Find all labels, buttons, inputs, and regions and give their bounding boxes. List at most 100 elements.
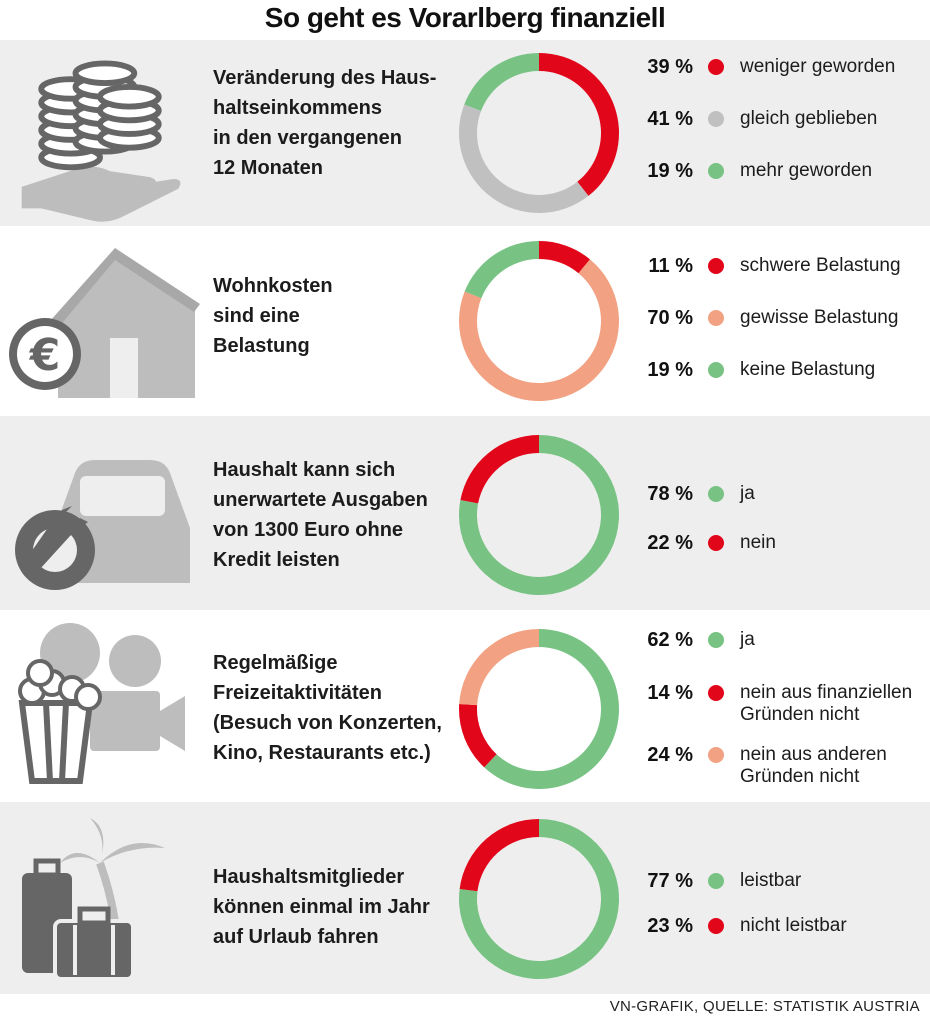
data-label-percent: 70 %: [647, 307, 693, 329]
legend-label: gleich geblieben: [740, 108, 878, 129]
question-line: Haushalt kann sich: [213, 459, 396, 481]
question-line: Kredit leisten: [213, 549, 340, 571]
donut-chart: [459, 819, 619, 979]
legend-label: schwere Belastung: [740, 255, 901, 276]
data-label-percent: 22 %: [647, 532, 693, 554]
legend-item: 62 % ja: [630, 625, 930, 655]
question-line: können einmal im Jahr: [213, 896, 430, 918]
donut-slice-2: [464, 53, 539, 111]
legend-label: gewisse Belastung: [740, 307, 899, 328]
legend-item: 39 % weniger geworden: [630, 52, 930, 82]
legend-label: ja: [740, 483, 755, 504]
coins-hand-icon: [21, 60, 181, 222]
legend-dot: [708, 632, 724, 648]
donut-slice-0: [539, 241, 590, 274]
legend-label: ja: [740, 629, 755, 650]
question-line: (Besuch von Konzerten,: [213, 712, 442, 734]
legend-dot: [708, 362, 724, 378]
question-line: Regelmäßige: [213, 652, 338, 674]
legend-dot: [708, 918, 724, 934]
data-label-percent: 78 %: [647, 483, 693, 505]
legend-label-line: nein aus finanziellen: [740, 682, 913, 703]
legend-item: 19 % mehr geworden: [630, 156, 930, 186]
chart-row-2: € Wohnkosten sind eine Belastung 11 % schwere…: [0, 226, 930, 416]
legend-item: 22 % nein: [630, 528, 930, 558]
data-label-percent: 11 %: [648, 255, 693, 277]
legend-dot: [708, 310, 724, 326]
legend-dot: [708, 59, 724, 75]
legend-item: 78 % ja: [630, 479, 930, 509]
donut-slice-1: [459, 819, 539, 892]
data-label-percent: 62 %: [647, 629, 693, 651]
chart-row-3: Haushalt kann sich unerwartete Ausgaben vo…: [0, 416, 930, 610]
question-line: Freizeitaktivitäten: [213, 682, 382, 704]
question-line: haltseinkommens: [213, 97, 382, 119]
question-line: Veränderung des Haus-: [213, 67, 437, 89]
donut-slice-1: [459, 259, 619, 402]
legend-label: keine Belastung: [740, 359, 876, 380]
data-label-percent: 23 %: [647, 915, 693, 937]
donut-slice-1: [459, 104, 589, 213]
legend-dot: [708, 163, 724, 179]
source-note: VN-GRAFIK, QUELLE: STATISTIK AUSTRIA: [609, 998, 920, 1015]
question-line: in den vergangenen: [213, 127, 402, 149]
legend-dot: [708, 486, 724, 502]
legend-label-line: nein aus anderen: [740, 744, 887, 765]
legend-dot: [708, 535, 724, 551]
chart-row-1: Veränderung des Haus-haltseinkommens in d…: [0, 40, 930, 226]
chart-question: Haushaltsmitglieder können einmal im Jahr…: [213, 862, 430, 952]
svg-text:€: €: [29, 330, 61, 381]
legend-label: nicht leistbar: [740, 915, 847, 936]
infographic-title: So geht es Vorarlberg finanziell: [264, 2, 666, 33]
data-label-percent: 19 %: [647, 359, 693, 381]
donut-slice-1: [460, 435, 539, 504]
legend-dot: [708, 258, 724, 274]
popcorn-camera-icon: [18, 623, 185, 784]
chart-row-4: Regelmäßige Freizeitaktivitäten (Besuch vo…: [0, 610, 930, 802]
legend-label-line: Gründen nicht: [740, 766, 860, 787]
donut-chart: [459, 241, 619, 402]
legend-label: nein aus finanziellen Gründen nicht: [740, 682, 912, 726]
question-line: unerwartete Ausgaben: [213, 489, 428, 511]
legend-label: leistbar: [740, 870, 802, 891]
legend-item: 24 % nein aus anderen Gründen nicht: [630, 740, 930, 787]
legend-label: weniger geworden: [740, 56, 896, 77]
car-wrench-icon: [15, 460, 190, 590]
data-label-percent: 77 %: [647, 870, 693, 892]
chart-question: Haushalt kann sich unerwartete Ausgaben vo…: [213, 455, 428, 575]
legend-item: 77 % leistbar: [630, 866, 930, 896]
legend-dot: [708, 873, 724, 889]
question-line: sind eine: [213, 305, 300, 327]
donut-chart: [459, 629, 619, 789]
question-line: Belastung: [213, 335, 310, 357]
legend-item: 70 % gewisse Belastung: [630, 303, 930, 333]
donut-slice-0: [539, 53, 619, 196]
legend-label: mehr geworden: [740, 160, 873, 181]
legend-item: 19 % keine Belastung: [630, 355, 930, 385]
question-line: Kino, Restaurants etc.): [213, 742, 431, 764]
donut-slice-0: [484, 629, 619, 789]
chart-row-5: Haushaltsmitglieder können einmal im Jahr…: [0, 802, 930, 994]
question-line: 12 Monaten: [213, 157, 324, 179]
house-euro-icon: €: [9, 248, 200, 398]
legend-item: 41 % gleich geblieben: [630, 104, 930, 134]
chart-question: Veränderung des Haus-haltseinkommens in d…: [213, 63, 436, 183]
donut-slice-1: [459, 703, 497, 768]
data-label-percent: 41 %: [647, 108, 693, 130]
legend-item: 11 % schwere Belastung: [630, 251, 930, 281]
suitcase-palm-icon: [22, 818, 165, 981]
legend-dot: [708, 685, 724, 701]
donut-chart: [459, 53, 619, 213]
chart-question: Wohnkosten sind eine Belastung: [213, 271, 333, 361]
question-line: auf Urlaub fahren: [213, 926, 379, 948]
donut-chart: [459, 435, 619, 595]
legend-item: 14 % nein aus finanziellen Gründen nicht: [630, 678, 930, 725]
legend-label-line: Gründen nicht: [740, 704, 860, 725]
legend-dot: [708, 111, 724, 127]
data-label-percent: 14 %: [647, 682, 693, 704]
question-line: Wohnkosten: [213, 275, 333, 297]
question-line: Haushaltsmitglieder: [213, 866, 405, 888]
donut-slice-2: [459, 629, 539, 706]
data-label-percent: 24 %: [647, 744, 693, 766]
data-label-percent: 19 %: [647, 160, 693, 182]
